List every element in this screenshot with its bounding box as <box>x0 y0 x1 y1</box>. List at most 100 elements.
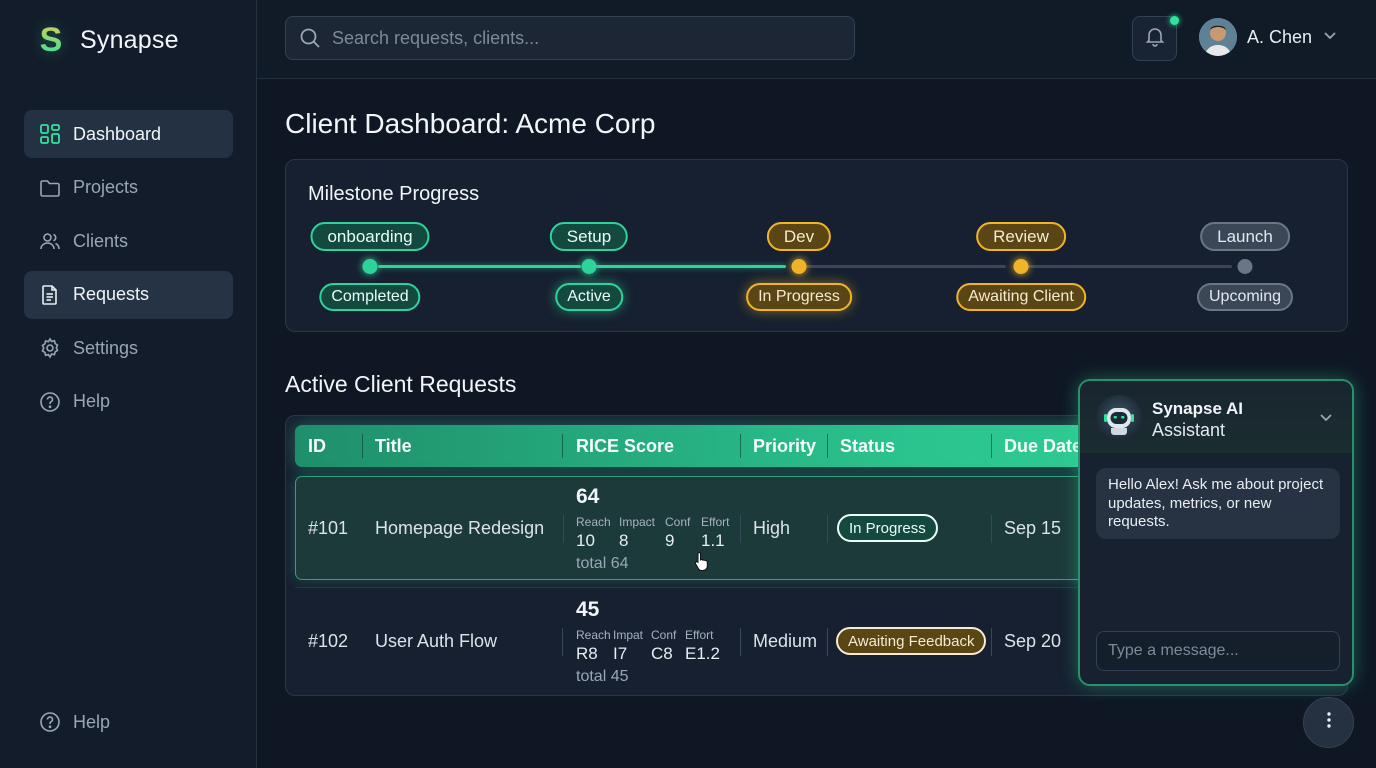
rice-value: E1.2 <box>685 644 720 663</box>
status-badge: In Progress <box>837 514 938 542</box>
milestone-status-badge: In Progress <box>746 283 852 311</box>
top-bar: A. Chen <box>257 0 1376 79</box>
user-name: A. Chen <box>1247 26 1313 47</box>
rice-label: Reach <box>576 515 611 529</box>
sidebar-item-label: Settings <box>73 337 139 358</box>
request-id: #102 <box>308 631 349 651</box>
assistant-name: Synapse AI <box>1152 399 1244 418</box>
notifications-button[interactable] <box>1132 16 1179 61</box>
column-header-priority[interactable]: Priority <box>753 435 817 456</box>
sidebar-item-label: Projects <box>73 177 139 197</box>
rice-total-text: total 45 <box>576 668 629 685</box>
rice-total-text: total 64 <box>576 555 629 572</box>
robot-icon <box>1096 395 1142 441</box>
milestone-dot <box>1013 259 1029 274</box>
sidebar-item-label: Dashboard <box>73 123 162 144</box>
column-header-id[interactable]: ID <box>308 435 326 456</box>
milestone-status-badge: Upcoming <box>1196 283 1294 311</box>
rice-label: Reach <box>576 628 611 642</box>
column-divider <box>562 628 563 656</box>
table-row[interactable]: #102 User Auth Flow 45 Reach Impat Conf … <box>295 590 1340 694</box>
sidebar-item-clients[interactable]: Clients <box>24 217 233 265</box>
column-header-due-date[interactable]: Due Date <box>1004 435 1083 456</box>
sidebar-nav: Dashboard Projects Clients Requests Sett… <box>24 110 233 431</box>
column-divider <box>827 515 828 543</box>
milestone-dot <box>362 259 378 274</box>
help-icon <box>39 391 61 413</box>
more-options-button[interactable] <box>1303 697 1354 748</box>
column-header-status[interactable]: Status <box>840 435 896 456</box>
rice-label: Effort <box>685 628 714 642</box>
due-date: Sep 20 <box>1004 631 1062 651</box>
sidebar-item-help[interactable]: Help <box>24 378 233 426</box>
message-input[interactable] <box>1096 631 1340 671</box>
users-icon <box>39 230 61 252</box>
milestone-dot <box>1237 259 1253 274</box>
milestone-progress-card: Milestone Progress onboarding Completed … <box>285 159 1348 332</box>
milestone-stage-dev[interactable]: Dev <box>766 222 832 251</box>
column-header-rice[interactable]: RICE Score <box>576 435 675 456</box>
assistant-header[interactable]: Synapse AI Assistant <box>1080 381 1352 453</box>
gear-icon <box>39 337 61 359</box>
page-title: Client Dashboard: Acme Corp <box>285 108 656 139</box>
request-id: #101 <box>308 518 349 538</box>
rice-label: Conf <box>651 628 677 642</box>
search-box[interactable] <box>285 16 855 60</box>
sidebar-item-label: Help <box>73 391 111 411</box>
milestone-stage-setup[interactable]: Setup <box>549 222 629 251</box>
rice-score: 64 <box>576 485 600 508</box>
assistant-subtitle: Assistant <box>1152 420 1226 440</box>
sidebar: S Synapse Dashboard Projects Clients R <box>0 0 257 768</box>
ai-assistant-panel: Synapse AI Assistant Hello Alex! Ask me … <box>1078 379 1354 686</box>
sidebar-item-label: Requests <box>73 284 150 304</box>
sidebar-item-projects[interactable]: Projects <box>24 164 233 212</box>
column-divider <box>991 515 992 543</box>
milestone-track-pending <box>806 265 1006 268</box>
rice-label: Conf <box>665 515 691 529</box>
rice-value: 8 <box>619 531 629 550</box>
milestone-stage-onboarding[interactable]: onboarding <box>310 222 430 251</box>
milestone-track-active <box>596 265 786 268</box>
rice-label: Impact <box>619 515 656 529</box>
milestone-track-completed <box>378 265 581 268</box>
request-title[interactable]: User Auth Flow <box>375 631 498 651</box>
header-divider <box>362 434 363 458</box>
milestone-dot <box>791 259 807 274</box>
rice-label: Impat <box>613 628 644 642</box>
column-divider <box>991 628 992 656</box>
milestone-stage-review[interactable]: Review <box>976 222 1066 251</box>
notification-dot <box>1170 16 1179 25</box>
milestone-stage-launch[interactable]: Launch <box>1200 222 1290 251</box>
milestone-status-badge: Active <box>555 283 623 311</box>
milestone-status-badge: Completed <box>319 283 421 311</box>
brand[interactable]: S Synapse <box>36 22 179 58</box>
milestone-status-badge: Awaiting Client <box>956 283 1086 311</box>
milestone-title: Milestone Progress <box>308 183 480 205</box>
rice-score: 45 <box>576 598 600 621</box>
requests-section-title: Active Client Requests <box>285 371 517 397</box>
sidebar-item-label: Clients <box>73 230 129 251</box>
sidebar-item-requests[interactable]: Requests <box>24 270 233 319</box>
request-title[interactable]: Homepage Redesign <box>375 518 545 538</box>
assistant-message: Hello Alex! Ask me about project updates… <box>1096 468 1340 539</box>
app-name: Synapse <box>80 25 179 54</box>
header-divider <box>827 434 828 458</box>
user-menu[interactable]: A. Chen <box>1199 18 1338 56</box>
milestone-dot <box>581 259 597 274</box>
search-input[interactable] <box>332 27 832 49</box>
sidebar-item-label: Help <box>73 711 111 732</box>
hand-cursor-icon <box>694 551 710 576</box>
chevron-down-icon[interactable] <box>1318 409 1334 430</box>
column-divider <box>740 515 741 543</box>
sidebar-item-dashboard[interactable]: Dashboard <box>24 110 233 158</box>
rice-value: 9 <box>665 531 675 550</box>
sidebar-item-settings[interactable]: Settings <box>24 324 233 372</box>
avatar <box>1199 18 1237 56</box>
milestone-track-upcoming <box>1028 265 1232 268</box>
bell-icon <box>1144 25 1166 52</box>
rice-value: C8 <box>651 644 673 663</box>
row-divider <box>295 587 1340 588</box>
sidebar-help-bottom[interactable]: Help <box>24 698 233 746</box>
column-header-title[interactable]: Title <box>375 435 412 456</box>
more-vertical-icon <box>1326 711 1332 734</box>
